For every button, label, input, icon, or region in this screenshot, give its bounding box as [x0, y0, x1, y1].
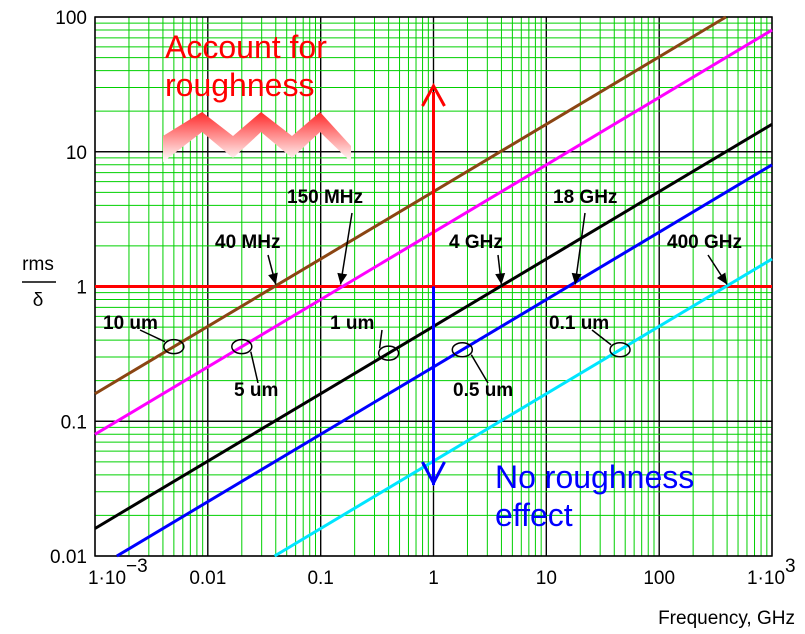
curve-marker-leader [591, 329, 612, 346]
crossing-label: 4 GHz [449, 232, 503, 253]
curve-marker-ellipse [163, 338, 185, 355]
x-tick-label: 0.1 [307, 568, 333, 589]
x-tick-label: 1·10 [747, 568, 785, 589]
x-tick-label: 1 [428, 568, 439, 589]
y-axis-label-bottom: δ [33, 290, 44, 311]
curve-marker-leader [139, 329, 166, 343]
arrow-up-icon [421, 82, 446, 107]
annotation-account-for-roughness: roughness [165, 67, 314, 103]
y-tick-label: 0.01 [50, 547, 87, 568]
curve-marker-ellipse [609, 341, 631, 358]
crossing-label: 400 GHz [667, 232, 742, 253]
curve-label: 0.5 um [453, 380, 513, 401]
crossing-pointer-head [337, 272, 348, 285]
y-axis-label-top: rms [22, 254, 54, 275]
curve-marker-ellipse [377, 345, 400, 361]
crossing-pointer-head [716, 272, 728, 285]
arrows-group [267, 82, 728, 487]
crossing-pointer-head [495, 272, 506, 285]
curve-label: 10 um [103, 313, 158, 334]
crossing-label: 40 MHz [215, 232, 280, 253]
x-tick-exponent: 3 [785, 556, 796, 577]
series-line-0 [94, 15, 727, 396]
curve-marker-leader [470, 354, 489, 384]
y-tick-label: 10 [66, 143, 87, 164]
x-tick-exponent: −3 [126, 556, 148, 577]
crossing-pointer-head [268, 272, 278, 285]
roughness-zigzag-icon [163, 112, 351, 162]
crossing-label: 150 MHz [287, 187, 363, 208]
crossing-pointer-head [571, 272, 582, 285]
x-tick-label: 1·10 [88, 568, 126, 589]
series-line-3 [116, 163, 773, 558]
curve-marker-leader [250, 351, 259, 384]
y-tick-label: 1 [76, 278, 87, 299]
markers-group [139, 329, 631, 384]
labels-group: 40 MHz 150 MHz 4 GHz 18 GHz 400 GHz 10 um 5 um… [103, 29, 742, 533]
x-tick-label: 10 [536, 568, 557, 589]
curve-marker-leader [378, 329, 383, 349]
curve-label: 5 um [234, 380, 278, 401]
arrow-down-icon [421, 461, 446, 487]
crossing-label: 18 GHz [553, 187, 617, 208]
x-axis-label: Frequency, GHz [658, 608, 795, 629]
crossing-pointer-line [339, 212, 353, 285]
crossing-pointer-line [574, 212, 586, 285]
y-tick-label: 100 [55, 8, 87, 29]
annotation-account-for-roughness: Account for [165, 29, 327, 65]
series-line-4 [273, 257, 773, 558]
curve-label: 0.1 um [549, 313, 609, 334]
annotation-no-roughness-effect: No roughness [495, 459, 694, 495]
x-tick-label: 100 [643, 568, 675, 589]
curve-marker-ellipse [451, 341, 474, 358]
y-tick-label: 0.1 [61, 412, 87, 433]
curve-label: 1 um [330, 313, 374, 334]
annotation-no-roughness-effect: effect [495, 497, 573, 533]
x-tick-label: 0.01 [189, 568, 226, 589]
curve-marker-ellipse [231, 338, 253, 355]
